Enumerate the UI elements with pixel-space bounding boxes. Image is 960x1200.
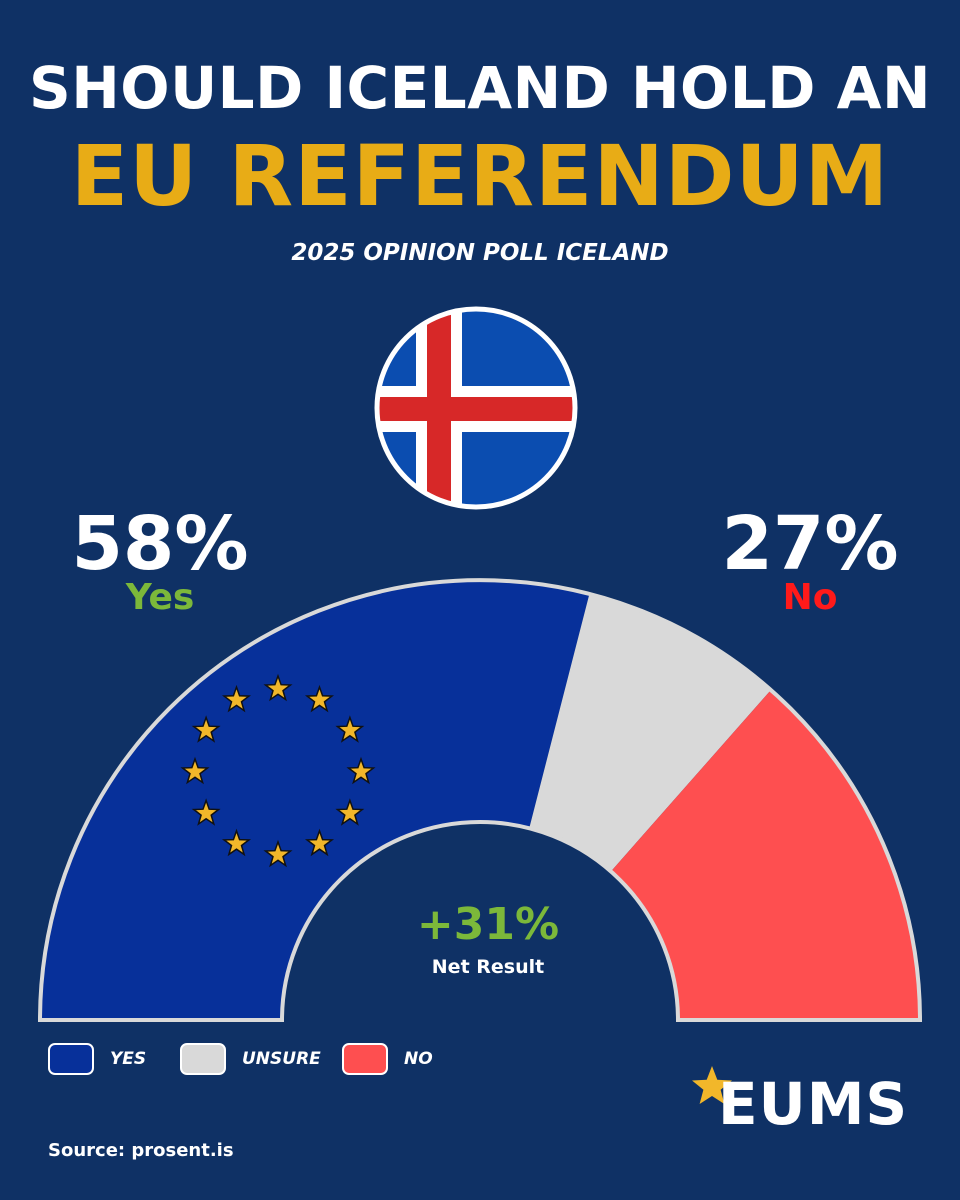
iceland-flag-icon — [374, 306, 578, 510]
legend-label-yes: YES — [110, 1049, 147, 1069]
eu-star-icon — [346, 756, 376, 785]
gauge-segment-yes — [40, 580, 590, 1020]
legend-label-no: NO — [404, 1049, 433, 1069]
eu-star-icon — [335, 715, 365, 743]
eu-star-icon — [335, 798, 365, 826]
gauge-outline — [37, 578, 923, 1022]
legend-label-unsure: UNSURE — [242, 1049, 321, 1069]
gauge-segment-unsure — [529, 593, 771, 872]
net-result-value: +31% — [416, 899, 560, 950]
eu-star-icon — [221, 684, 252, 713]
legend-swatch-unsure — [180, 1043, 226, 1075]
eu-star-icon — [191, 715, 221, 743]
source-text: Source: prosent.is — [48, 1140, 234, 1161]
net-result-label: Net Result — [431, 956, 545, 978]
referendum-gauge-chart — [37, 578, 923, 1022]
eu-star-icon — [221, 828, 252, 857]
eu-star-icon — [191, 798, 221, 826]
no-percent: 27% — [721, 501, 899, 587]
title-line1: SHOULD ICELAND HOLD AN — [28, 54, 932, 122]
title-line2: EU REFERENDUM — [70, 127, 890, 225]
legend-swatch-no — [342, 1043, 388, 1075]
eu-star-icon — [263, 839, 293, 868]
eu-star-icon — [304, 828, 335, 857]
yes-percent: 58% — [71, 501, 249, 587]
legend-swatch-yes — [48, 1043, 94, 1075]
eums-logo: EUMS — [718, 1070, 909, 1138]
subtitle: 2025 OPINION POLL ICELAND — [291, 240, 669, 266]
star-icon — [692, 1066, 732, 1104]
yes-label: Yes — [125, 577, 195, 618]
eu-star-icon — [304, 684, 335, 713]
eu-star-icon — [180, 756, 210, 785]
eu-star-icon — [263, 673, 293, 702]
no-label: No — [782, 577, 838, 618]
